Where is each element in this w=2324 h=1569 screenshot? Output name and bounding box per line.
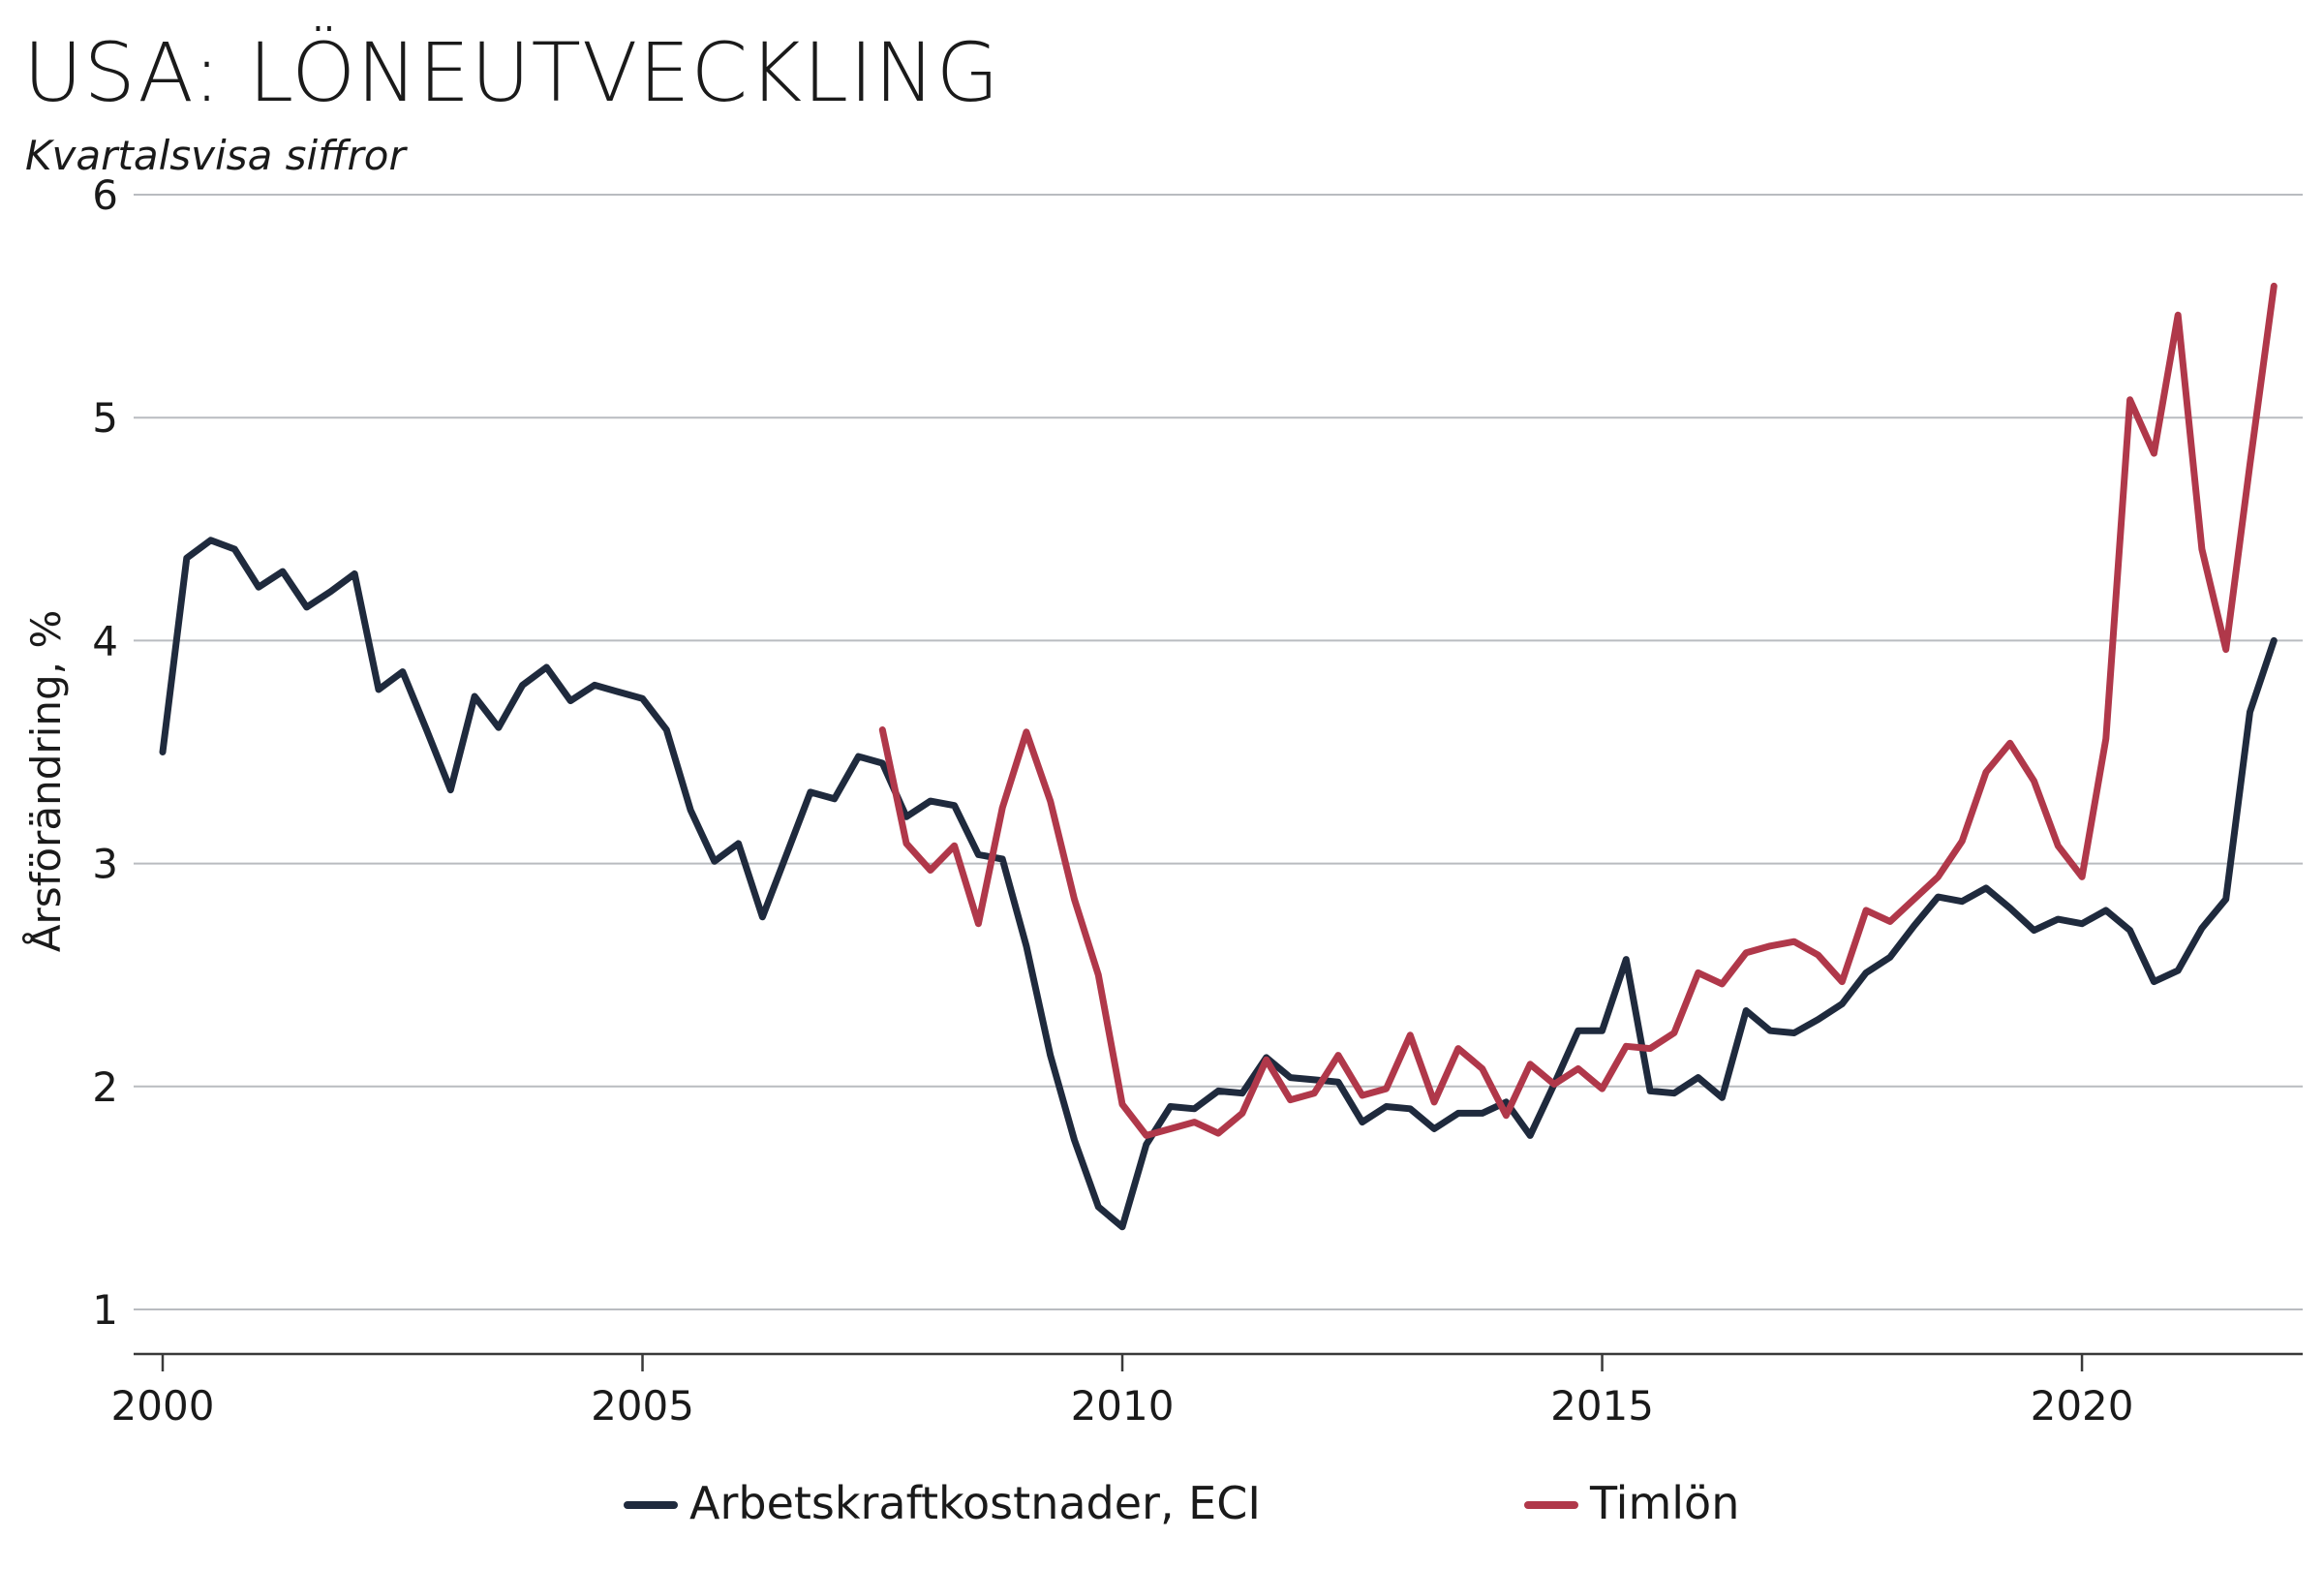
legend: Arbetskraftkostnader, ECI Timlön: [624, 1477, 1739, 1529]
y-tick-label: 1: [92, 1286, 118, 1334]
x-tick-label: 2005: [591, 1382, 694, 1430]
x-tick-label: 2010: [1071, 1382, 1175, 1430]
legend-label: Arbetskraftkostnader, ECI: [689, 1477, 1261, 1529]
grid-lines: [134, 194, 2303, 1310]
series-lines: [159, 282, 2278, 1231]
legend-label: Timlön: [1589, 1477, 1739, 1529]
chart-title: USA: LÖNEUTVECKLING: [23, 25, 1000, 120]
y-tick-label: 4: [92, 617, 118, 664]
chart-subtitle: Kvartalsvisa siffror: [25, 132, 406, 179]
series-line-timlon: [878, 282, 2278, 1139]
y-tick-label: 3: [92, 841, 118, 888]
x-tick-label: 2000: [111, 1382, 215, 1430]
x-tick-label: 2015: [1550, 1382, 1654, 1430]
y-tick-label: 5: [92, 394, 118, 442]
y-axis-label: Årsförändring, %: [21, 610, 70, 952]
y-tick-label: 2: [92, 1063, 118, 1111]
y-tick-label: 6: [92, 171, 118, 219]
axes: 1 2 3 4 5 6 2000 2005 2010 2015 2020: [92, 171, 2303, 1430]
x-tick-label: 2020: [2031, 1382, 2134, 1430]
series-line-eci: [159, 537, 2278, 1231]
